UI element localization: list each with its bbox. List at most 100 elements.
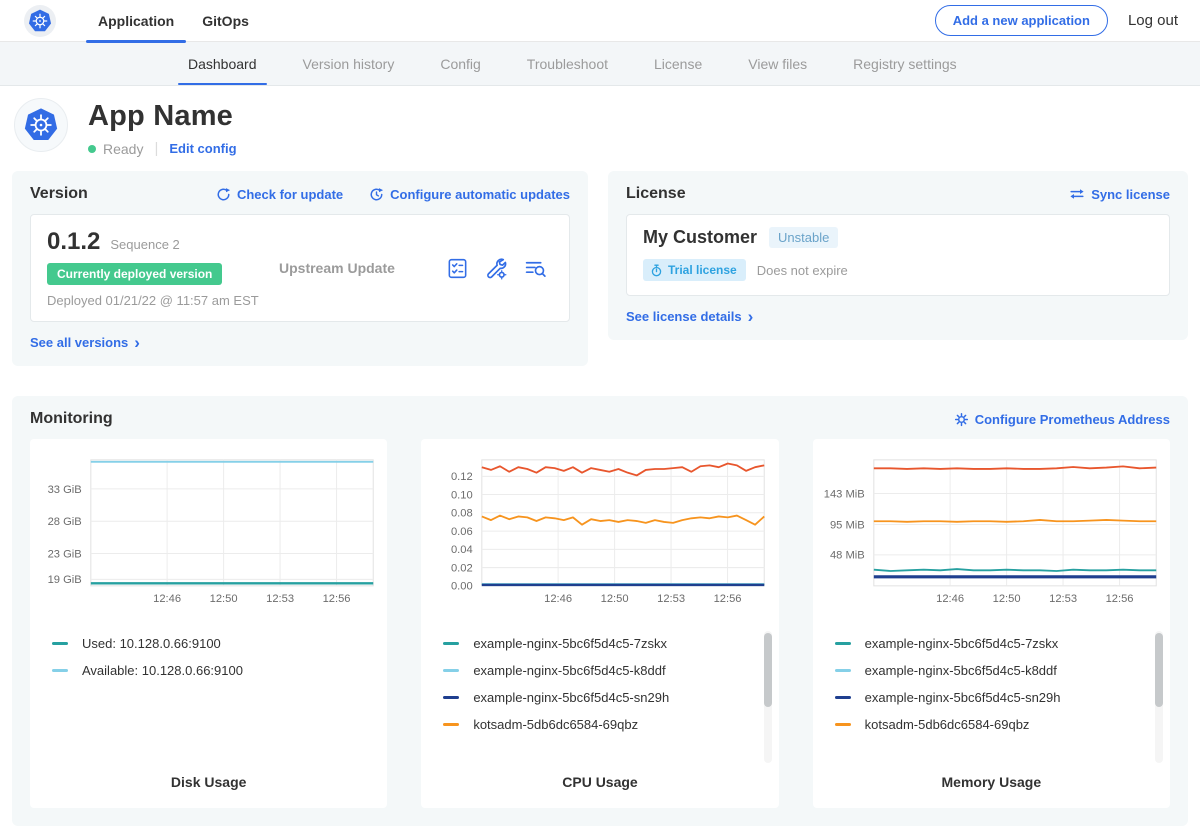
subnav-config[interactable]: Config [428, 42, 492, 85]
legend-item: Available: 10.128.0.66:9100 [52, 663, 379, 678]
legend-item: example-nginx-5bc6f5d4c5-7zskx [443, 636, 770, 651]
svg-text:12:56: 12:56 [323, 593, 351, 605]
divider: | [154, 140, 158, 157]
app-sub-nav: Dashboard Version history Config Trouble… [0, 42, 1200, 86]
see-all-versions-link[interactable]: See all versions › [30, 335, 570, 350]
subnav-dashboard[interactable]: Dashboard [176, 42, 269, 85]
app-header: App Name Ready | Edit config [0, 86, 1200, 171]
legend-color-dash [443, 696, 459, 699]
subnav-version-history[interactable]: Version history [291, 42, 407, 85]
chart-title-cpu: CPU Usage [429, 764, 770, 794]
legend-color-dash [52, 642, 68, 645]
memory-usage-chart-card: 48 MiB95 MiB143 MiB12:4612:5012:5312:56 … [813, 439, 1170, 808]
view-logs-icon[interactable] [524, 257, 547, 280]
tab-gitops[interactable]: GitOps [188, 0, 263, 42]
check-for-update-link[interactable]: Check for update [216, 187, 343, 202]
svg-text:0.04: 0.04 [451, 544, 473, 556]
legend-color-dash [835, 642, 851, 645]
chevron-right-icon: › [748, 311, 754, 323]
chart-canvas: 0.000.020.040.060.080.100.1212:4612:5012… [429, 451, 770, 613]
legend-label: Used: 10.128.0.66:9100 [82, 636, 221, 651]
subnav-registry-settings[interactable]: Registry settings [841, 42, 968, 85]
current-version-row: 0.1.2 Sequence 2 Currently deployed vers… [30, 214, 570, 322]
legend-color-dash [835, 723, 851, 726]
tab-application[interactable]: Application [84, 0, 188, 42]
kubernetes-app-icon [22, 106, 60, 144]
legend-item: example-nginx-5bc6f5d4c5-sn29h [443, 690, 770, 705]
disk-usage-legend: Used: 10.128.0.66:9100 Available: 10.128.… [52, 636, 379, 764]
refresh-icon [216, 187, 231, 202]
top-nav: Application GitOps Add a new application… [0, 0, 1200, 42]
subnav-troubleshoot[interactable]: Troubleshoot [515, 42, 620, 85]
subnav-license[interactable]: License [642, 42, 714, 85]
cpu-usage-legend: example-nginx-5bc6f5d4c5-7zskx example-ng… [443, 636, 770, 764]
clock-refresh-icon [369, 187, 384, 202]
monitoring-title: Monitoring [30, 410, 113, 428]
preflight-checks-icon[interactable] [446, 257, 469, 280]
configure-prometheus-link[interactable]: Configure Prometheus Address [954, 412, 1170, 427]
legend-item: kotsadm-5db6dc6584-69qbz [835, 717, 1162, 732]
chart-canvas: 48 MiB95 MiB143 MiB12:4612:5012:5312:56 [821, 451, 1162, 613]
add-application-button[interactable]: Add a new application [935, 5, 1108, 36]
svg-text:19 GiB: 19 GiB [48, 574, 82, 586]
license-card-title: License [626, 185, 686, 203]
legend-color-dash [443, 669, 459, 672]
chevron-right-icon: › [134, 337, 140, 349]
svg-text:143 MiB: 143 MiB [823, 488, 864, 500]
sync-license-link[interactable]: Sync license [1069, 187, 1170, 202]
see-license-details-link[interactable]: See license details › [626, 309, 1170, 324]
channel-badge: Unstable [769, 227, 838, 248]
legend-label: example-nginx-5bc6f5d4c5-k8ddf [865, 663, 1057, 678]
check-for-update-label: Check for update [237, 187, 343, 202]
svg-text:0.12: 0.12 [451, 471, 473, 483]
see-license-details-label: See license details [626, 309, 742, 324]
legend-item: example-nginx-5bc6f5d4c5-k8ddf [835, 663, 1162, 678]
trial-license-badge: Trial license [643, 259, 746, 281]
svg-text:28 GiB: 28 GiB [48, 516, 82, 528]
chart-title-memory: Memory Usage [821, 764, 1162, 794]
disk-usage-chart: 19 GiB23 GiB28 GiB33 GiB12:4612:5012:531… [38, 451, 379, 616]
trial-license-label: Trial license [668, 263, 737, 277]
disk-usage-chart-card: 19 GiB23 GiB28 GiB33 GiB12:4612:5012:531… [30, 439, 387, 808]
version-source-label: Upstream Update [279, 260, 446, 276]
license-card: License Sync license My Customer Uns [608, 171, 1188, 340]
customer-name: My Customer [643, 227, 757, 248]
svg-text:0.06: 0.06 [451, 526, 473, 538]
subnav-view-files[interactable]: View files [736, 42, 819, 85]
legend-item: example-nginx-5bc6f5d4c5-sn29h [835, 690, 1162, 705]
logout-link[interactable]: Log out [1128, 12, 1178, 29]
svg-text:0.10: 0.10 [451, 489, 473, 501]
monitoring-section: Monitoring Configure Prometheus Address … [12, 396, 1188, 826]
edit-config-link[interactable]: Edit config [169, 141, 236, 156]
app-avatar [14, 98, 68, 152]
currently-deployed-badge: Currently deployed version [47, 263, 222, 285]
status-dot [88, 145, 96, 153]
license-summary-row: My Customer Unstable Trial license Does … [626, 214, 1170, 296]
memory-usage-chart: 48 MiB95 MiB143 MiB12:4612:5012:5312:56 [821, 451, 1162, 616]
svg-text:95 MiB: 95 MiB [830, 519, 865, 531]
svg-text:12:50: 12:50 [992, 593, 1020, 605]
chart-title-disk: Disk Usage [38, 764, 379, 794]
status-label: Ready [103, 141, 143, 157]
cpu-usage-chart: 0.000.020.040.060.080.100.1212:4612:5012… [429, 451, 770, 616]
stopwatch-icon [650, 264, 663, 277]
legend-label: example-nginx-5bc6f5d4c5-7zskx [865, 636, 1059, 651]
legend-color-dash [443, 723, 459, 726]
deployed-timestamp: Deployed 01/21/22 @ 11:57 am EST [47, 293, 279, 308]
scrollbar-thumb[interactable] [764, 633, 772, 707]
config-wrench-icon[interactable] [485, 257, 508, 280]
configure-automatic-updates-link[interactable]: Configure automatic updates [369, 187, 570, 202]
sync-license-label: Sync license [1091, 187, 1170, 202]
version-sequence: Sequence 2 [110, 237, 179, 252]
svg-text:23 GiB: 23 GiB [48, 548, 82, 560]
chart-canvas: 19 GiB23 GiB28 GiB33 GiB12:4612:5012:531… [38, 451, 379, 613]
scrollbar-thumb[interactable] [1155, 633, 1163, 707]
memory-usage-legend: example-nginx-5bc6f5d4c5-7zskx example-ng… [835, 636, 1162, 764]
configure-automatic-updates-label: Configure automatic updates [390, 187, 570, 202]
legend-color-dash [52, 669, 68, 672]
legend-item: example-nginx-5bc6f5d4c5-7zskx [835, 636, 1162, 651]
svg-text:12:53: 12:53 [1049, 593, 1077, 605]
version-card-title: Version [30, 185, 88, 203]
sync-arrows-icon [1069, 187, 1085, 201]
svg-text:12:46: 12:46 [936, 593, 964, 605]
